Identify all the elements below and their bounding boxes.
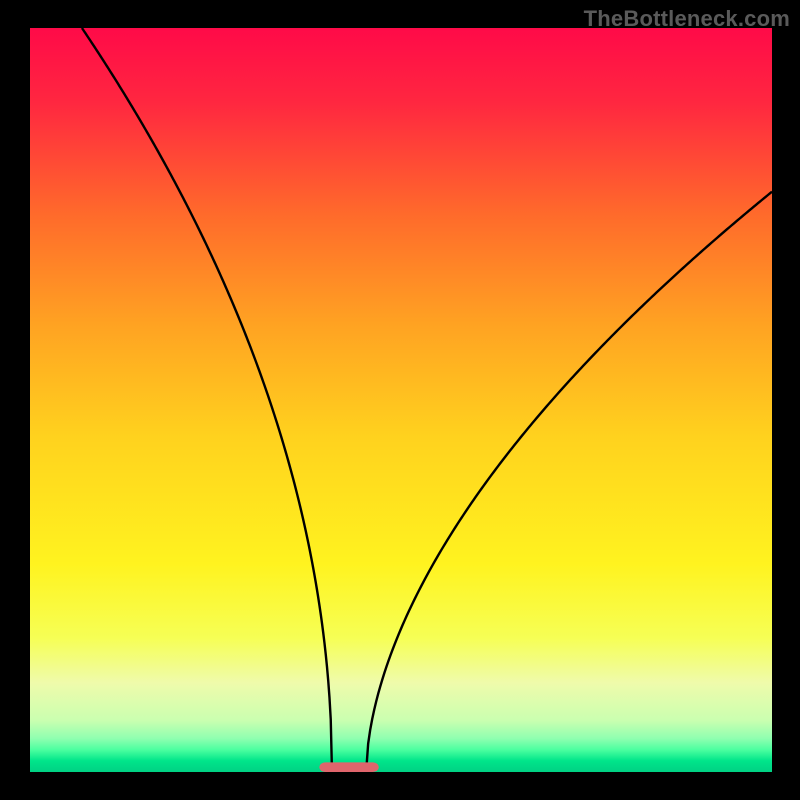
trough-marker xyxy=(319,762,378,772)
bottleneck-chart xyxy=(0,0,800,800)
chart-container: TheBottleneck.com xyxy=(0,0,800,800)
plot-background xyxy=(30,28,772,772)
watermark-label: TheBottleneck.com xyxy=(584,6,790,32)
